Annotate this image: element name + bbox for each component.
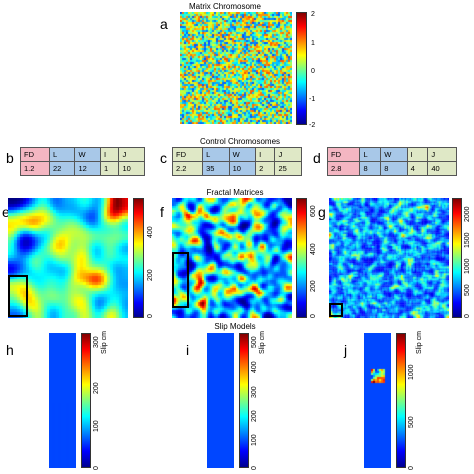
slip-model-i [207,333,234,468]
tick-e-400: 400 [147,226,154,238]
panel-label-b: b [6,150,14,166]
tick-g-0: 0 [464,314,471,318]
slip-model-j [364,333,391,468]
colorbar-unit-i: Slip cm [259,331,266,354]
cell-value: 2.2 [171,161,204,176]
cell-header: FD [20,147,50,162]
tick-h-100: 100 [93,420,100,432]
cell-value: 12 [74,161,101,176]
tick-i-500: 500 [251,336,258,348]
fractal-matrix-g [329,198,449,318]
cell-value: 10 [118,161,145,176]
control-table-c: FD L W I J 2.2 35 10 2 25 [171,147,302,176]
fractal-matrix-e [8,198,128,318]
cell-header: FD [326,147,361,162]
panel-label-f: f [160,204,164,220]
tick-f-400: 400 [310,243,317,255]
cell-header: L [202,147,230,162]
panel-label-a: a [160,16,168,32]
tick-a-0: 0 [311,68,315,75]
control-table-b: FD L W I J 1.2 22 12 1 10 [20,147,145,176]
cell-header: L [359,147,382,162]
tick-j-0: 0 [408,466,415,470]
panel-label-h: h [6,342,14,358]
cell-value: 1 [99,161,120,176]
tick-i-400: 400 [251,361,258,373]
panel-label-e: e [2,204,10,220]
cell-header: I [255,147,276,162]
slip-region-box-g [329,303,343,317]
tick-j-500: 500 [408,416,415,428]
slip-region-box-e [8,275,28,317]
colorbar-unit-h: Slip cm [101,331,108,354]
cell-header: I [406,147,429,162]
cell-header: W [380,147,408,162]
tick-g-500: 500 [464,284,471,296]
tick-g-1000: 1000 [464,258,471,274]
tick-a-1: 1 [311,40,315,47]
colorbar-unit-j: Slip cm [416,331,423,354]
colorbar-f [296,198,307,318]
cell-value: 25 [274,161,302,176]
colorbar-h [81,333,91,468]
cell-value: 2.8 [326,161,361,176]
cell-value: 8 [380,161,408,176]
cell-header: W [74,147,101,162]
colorbar-i [239,333,249,468]
cell-value: 10 [228,161,257,176]
tick-f-0: 0 [310,314,317,318]
matrix-chromosome-grid [180,12,292,124]
cell-value: 4 [406,161,429,176]
cell-header: I [99,147,120,162]
tick-h-200: 200 [93,382,100,394]
panel-label-g: g [318,204,326,220]
panel-label-j: j [344,342,348,358]
cell-header: W [228,147,257,162]
cell-value: 8 [359,161,382,176]
tick-f-200: 200 [310,280,317,292]
cell-value: 2 [255,161,276,176]
fractal-title: Fractal Matrices [206,188,264,197]
tick-i-300: 300 [251,386,258,398]
slip-model-h [49,333,76,468]
panel-label-d: d [313,150,321,166]
cell-header: FD [171,147,204,162]
cell-value: 35 [202,161,230,176]
cell-value: 1.2 [20,161,50,176]
colorbar-e [133,198,144,318]
tick-a-m1: -1 [309,96,316,103]
cell-header: J [118,147,145,162]
cell-value: 22 [48,161,76,176]
tick-j-1000: 1000 [408,364,415,380]
cell-value: 40 [427,161,457,176]
colorbar-j [396,333,406,468]
tick-g-1500: 1500 [464,232,471,248]
tick-f-600: 600 [310,205,317,217]
tick-e-0: 0 [147,314,154,318]
slip-title: Slip Models [214,322,256,331]
colorbar-g [452,198,462,318]
matrix-title: Matrix Chromosome [188,2,261,11]
panel-label-c: c [160,150,167,166]
tick-a-m2: -2 [309,122,316,129]
tick-a-2: 2 [311,11,315,18]
tick-e-200: 200 [147,269,154,281]
fractal-matrix-f [172,198,292,318]
control-table-d: FD L W I J 2.8 8 8 4 40 [326,147,457,176]
tick-h-300: 300 [93,336,100,348]
tick-g-2000: 2000 [464,206,471,222]
cell-header: L [48,147,76,162]
cell-header: J [274,147,302,162]
panel-label-i: i [186,342,190,358]
colorbar-a [296,12,307,125]
tick-i-200: 200 [251,410,258,422]
tick-i-100: 100 [251,434,258,446]
control-title: Control Chromosomes [199,137,281,146]
tick-i-0: 0 [251,466,258,470]
tick-h-0: 0 [93,466,100,470]
cell-header: J [427,147,457,162]
slip-region-box-f [172,252,189,308]
